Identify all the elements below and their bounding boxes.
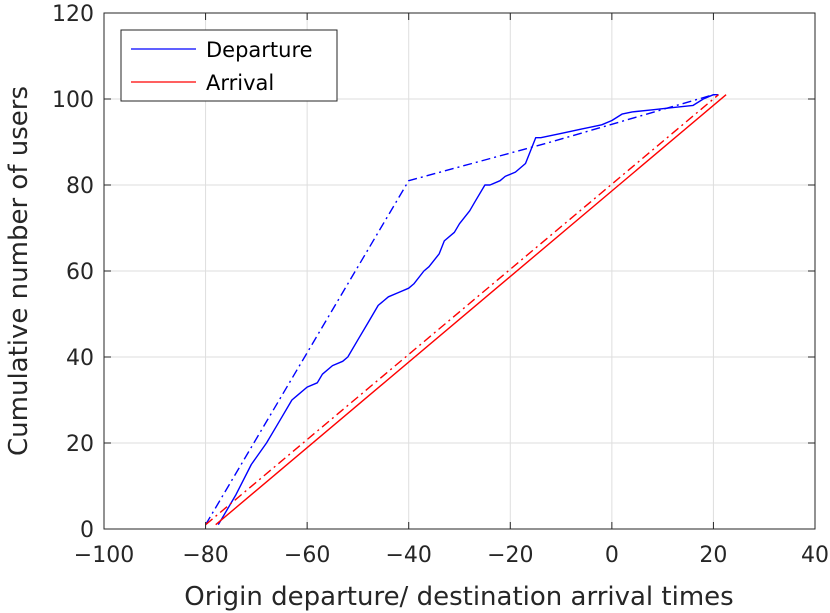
x-tick-label: 20 — [699, 543, 727, 568]
x-axis-label: Origin departure/ destination arrival ti… — [184, 582, 733, 612]
y-tick-label: 0 — [80, 518, 94, 543]
x-tick-label: −60 — [284, 543, 330, 568]
x-tick-label: 0 — [605, 543, 619, 568]
legend: Departure Arrival — [120, 29, 338, 102]
y-axis-label: Cumulative number of users — [4, 86, 34, 456]
x-tick-label: −40 — [385, 543, 431, 568]
legend-box — [120, 29, 338, 102]
x-tick-label: −100 — [74, 543, 134, 568]
y-tick-label: 120 — [52, 2, 94, 27]
departure-solid-line — [217, 93, 719, 526]
y-tick-label: 60 — [66, 260, 94, 285]
departure-dashdot-line — [204, 93, 719, 526]
y-tick-label: 40 — [66, 346, 94, 371]
x-tick-label: 40 — [801, 543, 829, 568]
y-tick-label: 100 — [52, 88, 94, 113]
x-tick-labels: −100 −80 −60 −40 −20 0 20 40 — [74, 543, 829, 568]
x-tick-label: −80 — [182, 543, 228, 568]
y-tick-labels: 0 20 40 60 80 100 120 — [52, 2, 94, 543]
y-tick-label: 80 — [66, 174, 94, 199]
y-tick-label: 20 — [66, 432, 94, 457]
legend-arrival-label: Arrival — [206, 71, 274, 95]
legend-departure-label: Departure — [206, 38, 313, 62]
arrival-dashdot-line — [205, 94, 719, 526]
data-series — [204, 93, 727, 526]
axis-ticks — [103, 12, 816, 530]
arrival-solid-line — [215, 94, 727, 526]
x-tick-label: −20 — [487, 543, 533, 568]
